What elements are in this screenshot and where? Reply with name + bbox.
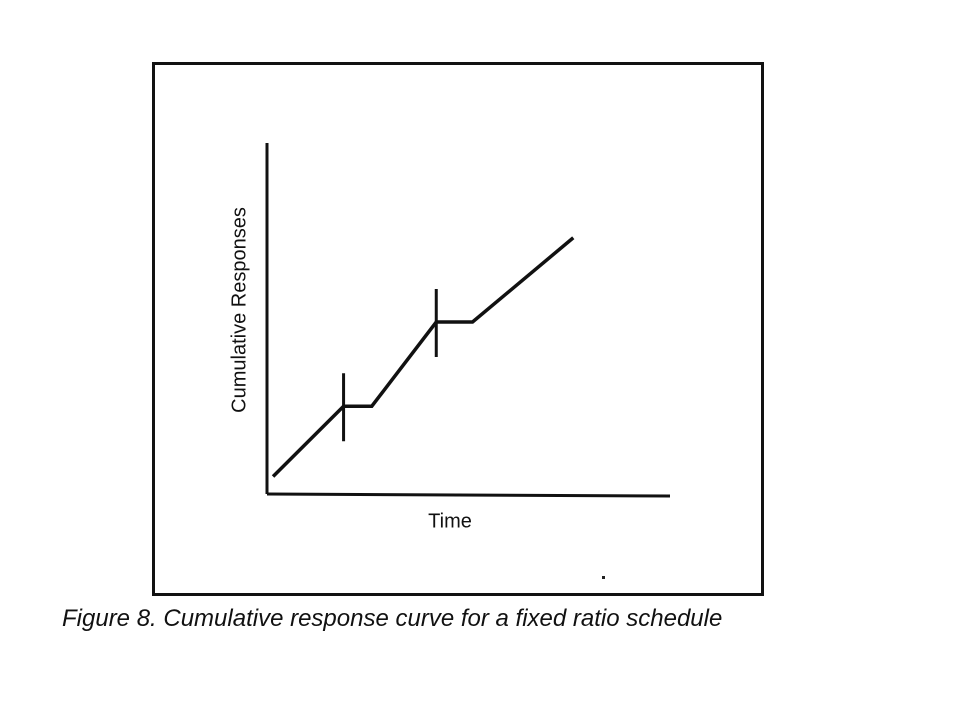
figure-caption: Figure 8. Cumulative response curve for … [62,605,723,632]
series-line-0 [271,236,575,478]
y-axis-label: Cumulative Responses [228,207,251,413]
figure-frame [152,62,764,596]
x-axis [266,492,671,498]
x-axis-label: Time [428,510,472,533]
series-layer [271,236,575,478]
ink-speck [602,576,605,579]
